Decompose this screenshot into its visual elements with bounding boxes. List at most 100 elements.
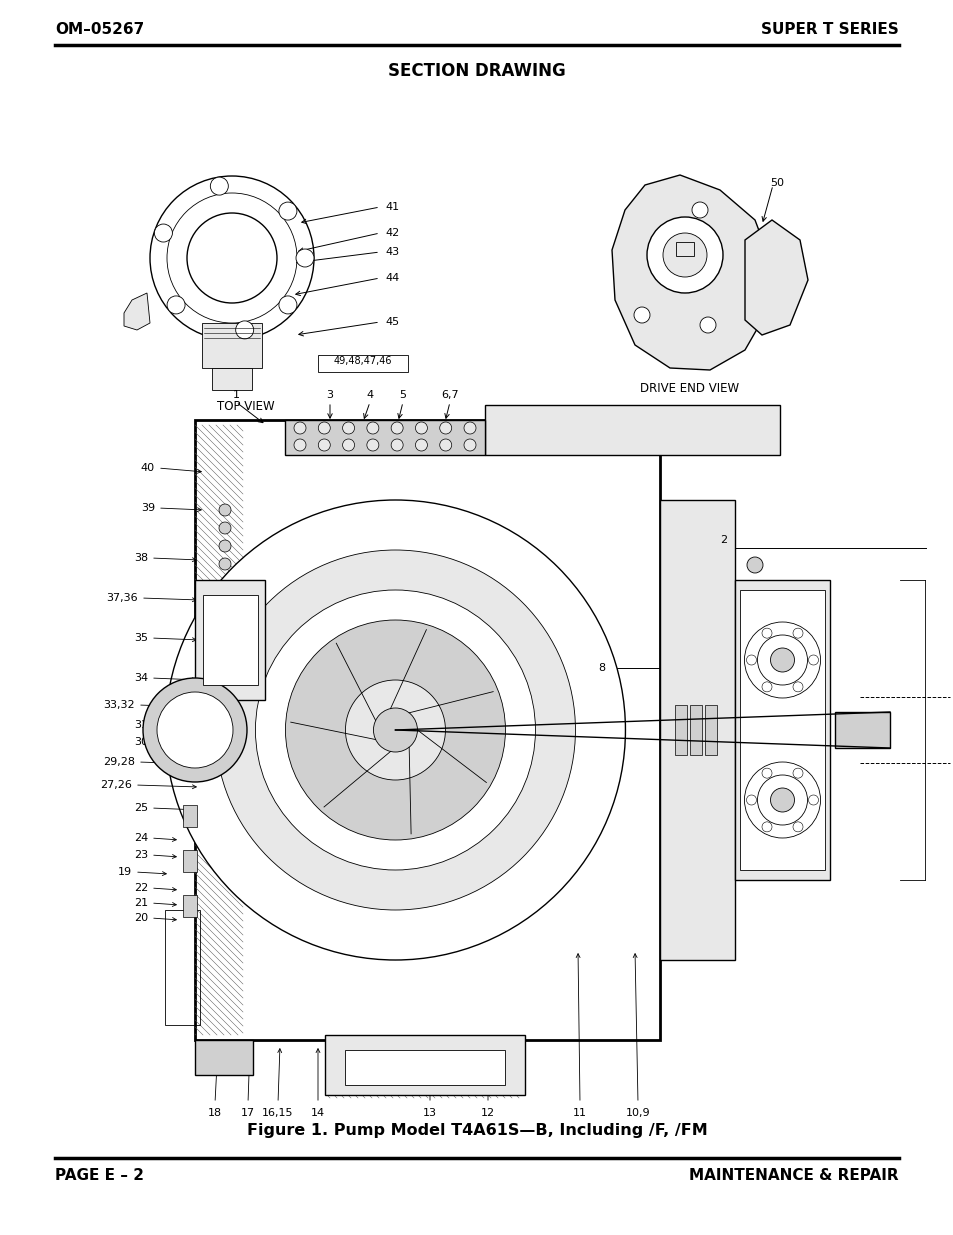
- Text: 34: 34: [133, 673, 148, 683]
- Bar: [194, 580, 265, 700]
- Circle shape: [157, 692, 233, 768]
- Bar: [317, 354, 408, 372]
- Circle shape: [210, 177, 228, 195]
- Text: 18: 18: [208, 1108, 222, 1118]
- Text: 49,48,47,46: 49,48,47,46: [334, 356, 392, 366]
- Text: SUPER T SERIES: SUPER T SERIES: [760, 22, 898, 37]
- Text: TOP VIEW: TOP VIEW: [216, 400, 274, 412]
- Circle shape: [167, 296, 185, 314]
- Circle shape: [770, 788, 794, 811]
- Circle shape: [235, 321, 253, 338]
- Circle shape: [439, 422, 451, 433]
- Circle shape: [700, 317, 716, 333]
- Text: 50: 50: [769, 178, 783, 188]
- Circle shape: [792, 629, 802, 638]
- Circle shape: [295, 249, 314, 267]
- Text: Figure 1. Pump Model T4A61S—B, Including /F, /FM: Figure 1. Pump Model T4A61S—B, Including…: [247, 1123, 706, 1137]
- Circle shape: [345, 680, 445, 781]
- Circle shape: [770, 648, 794, 672]
- Circle shape: [391, 422, 403, 433]
- Bar: [325, 1035, 524, 1095]
- Bar: [194, 1040, 253, 1074]
- Circle shape: [761, 768, 771, 778]
- Circle shape: [792, 768, 802, 778]
- Circle shape: [219, 504, 231, 516]
- Circle shape: [662, 233, 706, 277]
- Circle shape: [318, 438, 330, 451]
- Bar: [203, 595, 257, 685]
- Text: 37,36: 37,36: [107, 593, 138, 603]
- Circle shape: [761, 682, 771, 692]
- Text: 14: 14: [311, 1108, 325, 1118]
- Text: 5: 5: [399, 390, 406, 400]
- Circle shape: [294, 438, 306, 451]
- Text: 23: 23: [133, 850, 148, 860]
- Bar: [704, 705, 717, 755]
- Circle shape: [278, 296, 296, 314]
- Circle shape: [342, 422, 355, 433]
- Circle shape: [391, 438, 403, 451]
- Text: MAINTENANCE & REPAIR: MAINTENANCE & REPAIR: [689, 1168, 898, 1183]
- Text: 11: 11: [573, 1108, 586, 1118]
- Text: 22: 22: [133, 883, 148, 893]
- Circle shape: [285, 620, 505, 840]
- Bar: [676, 242, 693, 256]
- Text: 40: 40: [141, 463, 154, 473]
- Circle shape: [342, 438, 355, 451]
- Circle shape: [439, 438, 451, 451]
- Text: 38: 38: [133, 553, 148, 563]
- Circle shape: [219, 522, 231, 534]
- Text: 8: 8: [598, 663, 604, 673]
- Circle shape: [143, 678, 247, 782]
- Text: 25: 25: [133, 803, 148, 813]
- Bar: [734, 580, 829, 881]
- Circle shape: [154, 224, 172, 242]
- Circle shape: [373, 708, 417, 752]
- Circle shape: [746, 557, 762, 573]
- Text: DRIVE END VIEW: DRIVE END VIEW: [639, 382, 739, 395]
- Circle shape: [215, 550, 575, 910]
- Bar: [212, 368, 252, 390]
- Text: 17: 17: [241, 1108, 254, 1118]
- Bar: [183, 805, 196, 827]
- Bar: [285, 420, 484, 454]
- Text: 16,15: 16,15: [262, 1108, 294, 1118]
- Text: 19: 19: [118, 867, 132, 877]
- Circle shape: [634, 308, 649, 324]
- Bar: [183, 850, 196, 872]
- Text: 4: 4: [366, 390, 374, 400]
- Circle shape: [463, 438, 476, 451]
- Circle shape: [761, 629, 771, 638]
- Text: 39: 39: [141, 503, 154, 513]
- Circle shape: [367, 422, 378, 433]
- Circle shape: [463, 422, 476, 433]
- Text: 3: 3: [326, 390, 334, 400]
- Circle shape: [278, 203, 296, 220]
- Text: 33,32: 33,32: [103, 700, 135, 710]
- Circle shape: [415, 422, 427, 433]
- Text: 20: 20: [133, 913, 148, 923]
- Polygon shape: [744, 220, 807, 335]
- Circle shape: [219, 558, 231, 571]
- Bar: [183, 895, 196, 918]
- Circle shape: [745, 655, 756, 664]
- Bar: [484, 405, 780, 454]
- Text: 43: 43: [385, 247, 398, 257]
- Circle shape: [367, 438, 378, 451]
- Text: PAGE E – 2: PAGE E – 2: [55, 1168, 144, 1183]
- Text: 30: 30: [133, 737, 148, 747]
- Circle shape: [255, 590, 535, 869]
- Circle shape: [219, 540, 231, 552]
- Text: 45: 45: [385, 317, 398, 327]
- Bar: [834, 713, 889, 748]
- Text: 31: 31: [133, 720, 148, 730]
- Circle shape: [807, 655, 818, 664]
- Text: 24: 24: [133, 832, 148, 844]
- Text: 44: 44: [385, 273, 399, 283]
- Polygon shape: [124, 293, 150, 330]
- Text: 13: 13: [422, 1108, 436, 1118]
- Circle shape: [294, 422, 306, 433]
- Text: 2: 2: [720, 535, 726, 545]
- Bar: [659, 500, 734, 960]
- Circle shape: [646, 217, 722, 293]
